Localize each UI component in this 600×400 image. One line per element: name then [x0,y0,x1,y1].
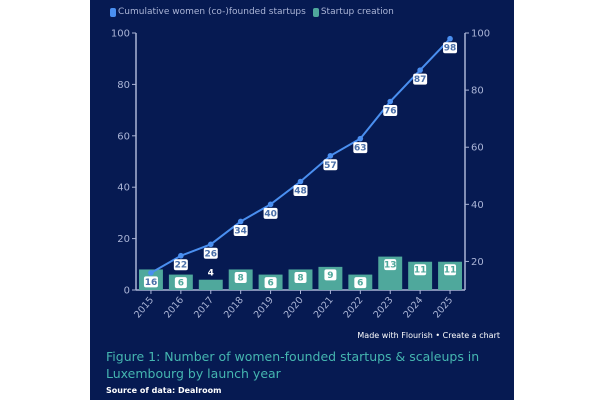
bar [198,279,223,290]
right-axis-tick-label: 40 [471,200,484,211]
legend-item-cumulative[interactable]: Cumulative women (co-)founded startups [110,7,306,17]
line-value-label: 98 [444,44,457,54]
x-axis-tick-label: 2023 [372,295,396,321]
line-value-label: 87 [414,75,427,85]
line-point [417,67,423,73]
source-note: Source of data: Dealroom [106,386,222,395]
flourish-credit: Made with Flourish • Create a chart [357,331,500,340]
bar-value-label: 6 [178,279,184,289]
bar-label-bg [324,269,337,281]
x-axis-tick-label: 2016 [162,295,186,321]
line-label-bg [233,224,248,236]
line-point [148,270,154,276]
bar-value-label: 9 [327,271,333,281]
bar-label-bg [414,264,427,276]
right-axis-tick-label: 20 [471,257,484,268]
x-axis-tick-label: 2019 [252,295,276,321]
line-point [357,135,364,142]
cumulative-line [150,38,451,274]
bar-value-label: 6 [267,279,273,289]
bar-value-label: 8 [297,273,303,283]
line-value-label: 26 [205,249,218,259]
line-point [297,178,304,185]
chart-panel [90,0,514,400]
left-axis-tick-label: 80 [117,80,130,91]
x-axis-tick-label: 2024 [401,295,425,321]
line-label-bg [143,276,158,288]
bar-value-label: 6 [357,279,363,289]
line-point [387,98,394,105]
right-axis-tick-label: 60 [471,143,484,154]
right-axis-tick-label: 80 [471,86,484,97]
bar-label-bg [444,264,457,276]
bar-value-label: 13 [384,261,397,271]
bar-value-label: 11 [414,266,427,276]
legend-label-cumulative: Cumulative women (co-)founded startups [118,7,306,17]
bar-label-bg [354,277,367,289]
line-label-bg [413,73,428,85]
line-label-bg [353,142,368,154]
line-point [447,35,453,42]
legend-label-creation: Startup creation [320,7,394,17]
figure-title: Figure 1: Number of women-founded startu… [106,349,480,381]
made-with-flourish-link[interactable]: Made with Flourish [357,331,433,340]
line-value-label: 34 [234,226,247,236]
left-axis-tick-label: 100 [111,29,130,40]
bar-label-bg [264,277,277,289]
line-point [267,201,274,208]
create-chart-link[interactable]: Create a chart [442,331,500,340]
line-label-bg [263,207,278,219]
x-axis-tick-label: 2015 [132,295,156,321]
line-point [237,218,244,225]
bar-label-bg [384,259,397,271]
line-value-label: 16 [145,278,158,288]
line-label-bg [323,159,338,171]
x-axis-tick-label: 2018 [222,295,246,321]
x-axis-tick-label: 2017 [192,295,216,321]
legend-swatch-cumulative [110,7,116,17]
left-axis-tick-label: 60 [117,131,130,142]
left-axis-tick-label: 20 [117,234,130,245]
line-value-label: 40 [264,209,277,219]
line-point [327,152,334,159]
legend-item-creation[interactable]: Startup creation [312,7,394,17]
x-axis-tick-label: 2021 [312,295,336,321]
bar-label-bg [234,271,247,283]
line-label-bg [383,105,398,117]
right-axis-tick-label: 100 [471,29,490,40]
legend: Cumulative women (co-)founded startups S… [110,7,397,17]
line-value-label: 48 [294,186,307,196]
line-value-label: 57 [324,161,337,171]
left-axis-tick-label: 0 [124,286,130,297]
line-label-bg [293,184,308,196]
left-axis-tick-label: 40 [117,183,130,194]
line-value-label: 22 [175,261,188,271]
line-value-label: 76 [384,107,397,117]
line-label-bg [443,42,458,54]
line-point [178,252,184,259]
bar-value-label: 11 [444,266,457,276]
bar-value-label: 8 [238,273,244,283]
credit-separator: • [435,331,441,340]
bar-label-bg [294,271,307,283]
line-value-label: 63 [354,144,367,154]
line-label-bg [173,259,188,271]
bar-value-label: 4 [208,269,214,279]
x-axis-tick-label: 2020 [282,295,306,321]
legend-swatch-creation [312,7,319,17]
x-axis-tick-label: 2025 [431,295,455,321]
bar-label-bg [174,277,187,289]
line-label-bg [203,247,218,259]
line-point [207,241,214,248]
x-axis-tick-label: 2022 [342,295,366,321]
